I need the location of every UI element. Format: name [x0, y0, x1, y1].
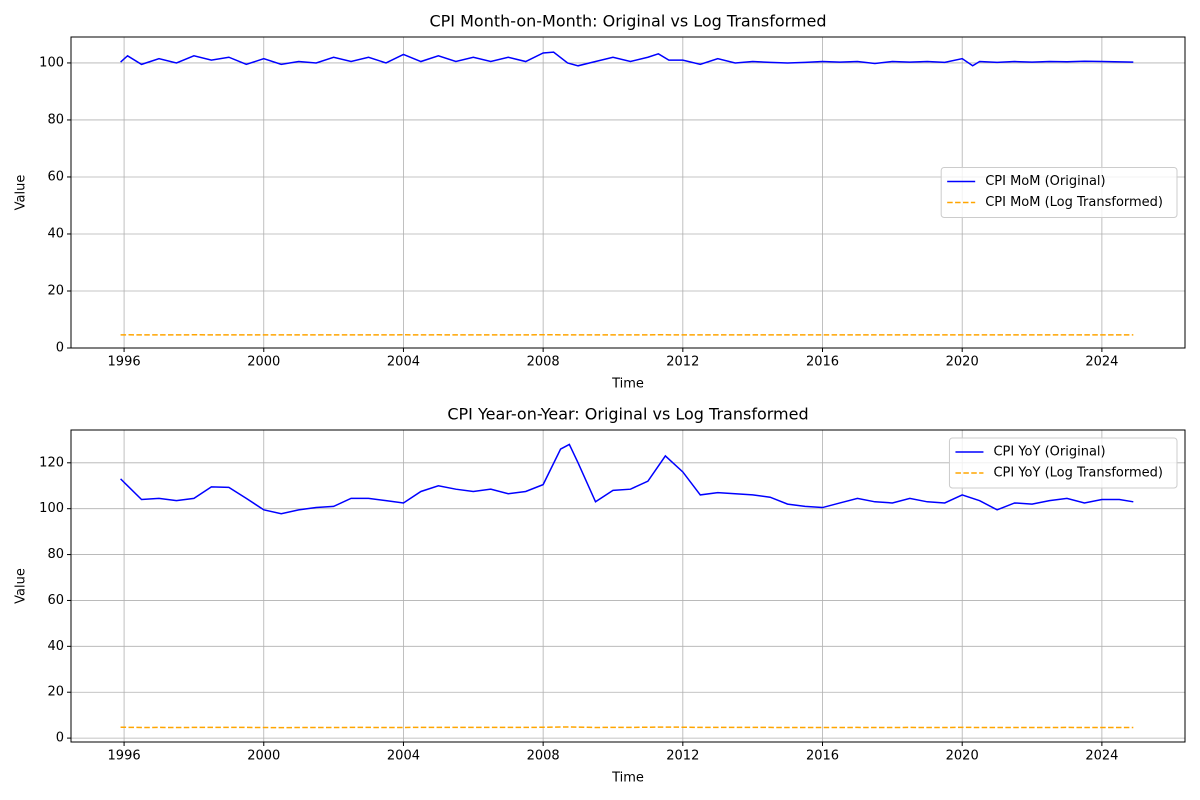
legend: CPI YoY (Original) CPI YoY (Log Transform…	[948, 437, 1178, 489]
x-tick-label: 2004	[387, 749, 420, 764]
y-axis-label: Value	[14, 568, 29, 604]
series-line	[120, 51, 1134, 67]
y-axis-label: Value	[14, 175, 29, 211]
x-tick-label: 2008	[527, 355, 560, 370]
x-tick-label: 2020	[946, 749, 979, 764]
chart-title: CPI Month-on-Month: Original vs Log Tran…	[429, 12, 826, 31]
y-tick-label: 120	[39, 455, 64, 470]
x-axis-label: Time	[611, 771, 644, 786]
legend: CPI MoM (Original) CPI MoM (Log Transform…	[940, 167, 1178, 218]
y-tick-label: 40	[47, 226, 64, 241]
series-line	[120, 726, 1134, 729]
y-tick-label: 0	[56, 341, 64, 356]
y-tick-label: 20	[47, 685, 64, 700]
y-tick-label: 80	[47, 547, 64, 562]
x-tick-label: 2024	[1085, 355, 1118, 370]
plot-frame	[70, 429, 1186, 743]
legend-label: CPI MoM (Log Transformed)	[985, 195, 1163, 210]
y-tick-label: 100	[39, 55, 64, 70]
x-tick-label: 2008	[527, 749, 560, 764]
legend-label: CPI YoY (Log Transformed)	[993, 466, 1163, 481]
y-tick-label: 40	[47, 639, 64, 654]
chart-title: CPI Year-on-Year: Original vs Log Transf…	[447, 405, 808, 424]
x-axis-label: Time	[611, 377, 644, 392]
x-tick-label: 2016	[806, 749, 839, 764]
y-tick-label: 80	[47, 112, 64, 127]
y-tick-label: 100	[39, 501, 64, 516]
y-tick-label: 60	[47, 169, 64, 184]
legend-box	[948, 437, 1178, 489]
legend-label: CPI MoM (Original)	[985, 174, 1105, 189]
legend-box	[940, 167, 1178, 218]
x-tick-label: 2012	[666, 749, 699, 764]
plot-frame	[70, 36, 1186, 349]
x-tick-label: 2016	[806, 355, 839, 370]
x-tick-label: 1996	[108, 355, 141, 370]
x-tick-label: 1996	[108, 749, 141, 764]
y-tick-label: 20	[47, 283, 64, 298]
x-tick-label: 2004	[387, 355, 420, 370]
x-tick-label: 2000	[247, 355, 280, 370]
y-tick-label: 0	[56, 731, 64, 746]
x-tick-label: 2024	[1085, 749, 1118, 764]
x-tick-label: 2020	[946, 355, 979, 370]
series-line	[120, 443, 1134, 515]
x-tick-label: 2000	[247, 749, 280, 764]
legend-label: CPI YoY (Original)	[993, 445, 1105, 460]
y-tick-label: 60	[47, 593, 64, 608]
x-tick-label: 2012	[666, 355, 699, 370]
